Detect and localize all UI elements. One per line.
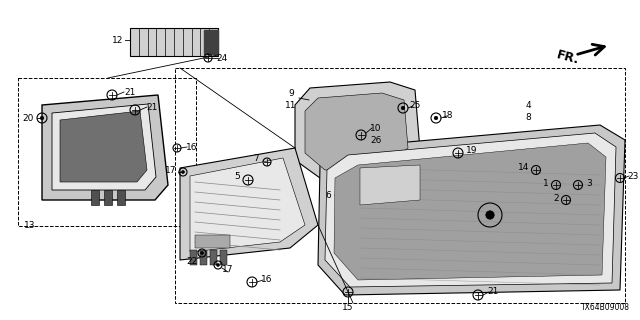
Text: 22: 22 bbox=[186, 258, 198, 267]
Text: 1: 1 bbox=[543, 179, 549, 188]
Text: 21: 21 bbox=[487, 287, 499, 297]
Polygon shape bbox=[42, 95, 168, 200]
Text: 24: 24 bbox=[216, 53, 228, 62]
Polygon shape bbox=[195, 235, 230, 248]
Polygon shape bbox=[220, 250, 227, 265]
Polygon shape bbox=[104, 190, 112, 205]
Circle shape bbox=[40, 116, 44, 120]
Text: 5: 5 bbox=[234, 172, 240, 180]
Polygon shape bbox=[180, 148, 318, 260]
Polygon shape bbox=[210, 250, 217, 265]
Text: 3: 3 bbox=[586, 179, 592, 188]
Text: 25: 25 bbox=[410, 100, 420, 109]
Text: 21: 21 bbox=[147, 102, 157, 111]
Text: TX64B09008: TX64B09008 bbox=[581, 303, 630, 312]
Polygon shape bbox=[318, 125, 625, 295]
Bar bbox=[175, 68, 625, 303]
Text: 21: 21 bbox=[124, 87, 136, 97]
Polygon shape bbox=[334, 143, 606, 280]
Text: 18: 18 bbox=[442, 110, 454, 119]
Text: 16: 16 bbox=[186, 142, 198, 151]
Text: 2: 2 bbox=[553, 194, 559, 203]
Polygon shape bbox=[117, 190, 125, 205]
Circle shape bbox=[401, 106, 404, 110]
Circle shape bbox=[216, 264, 220, 266]
Circle shape bbox=[200, 252, 204, 254]
Polygon shape bbox=[190, 158, 305, 252]
Circle shape bbox=[486, 211, 494, 219]
Text: 16: 16 bbox=[261, 276, 273, 284]
Polygon shape bbox=[204, 30, 218, 54]
Text: 20: 20 bbox=[22, 114, 34, 123]
Text: 14: 14 bbox=[518, 163, 530, 172]
Text: 12: 12 bbox=[112, 36, 124, 44]
Text: 23: 23 bbox=[627, 172, 639, 180]
Bar bbox=[18, 78, 196, 226]
Text: 4: 4 bbox=[525, 100, 531, 109]
Polygon shape bbox=[360, 165, 420, 205]
Text: 11: 11 bbox=[285, 100, 297, 109]
Text: 7: 7 bbox=[253, 154, 259, 163]
Text: 17: 17 bbox=[222, 266, 234, 275]
Text: 13: 13 bbox=[24, 220, 36, 229]
Polygon shape bbox=[190, 250, 197, 265]
Text: 26: 26 bbox=[371, 135, 381, 145]
Text: 8: 8 bbox=[525, 113, 531, 122]
Text: FR.: FR. bbox=[555, 49, 581, 67]
Polygon shape bbox=[60, 111, 147, 182]
Polygon shape bbox=[130, 28, 218, 56]
Circle shape bbox=[435, 116, 438, 120]
Polygon shape bbox=[52, 104, 156, 190]
Text: 6: 6 bbox=[325, 190, 331, 199]
Text: 17: 17 bbox=[165, 165, 177, 174]
Polygon shape bbox=[325, 133, 616, 287]
Polygon shape bbox=[305, 93, 408, 170]
Text: 15: 15 bbox=[342, 302, 354, 311]
Polygon shape bbox=[295, 82, 420, 178]
Text: 10: 10 bbox=[371, 124, 381, 132]
Text: 19: 19 bbox=[467, 146, 477, 155]
Text: 9: 9 bbox=[288, 89, 294, 98]
Polygon shape bbox=[200, 250, 207, 265]
Polygon shape bbox=[91, 190, 99, 205]
Circle shape bbox=[182, 171, 184, 173]
